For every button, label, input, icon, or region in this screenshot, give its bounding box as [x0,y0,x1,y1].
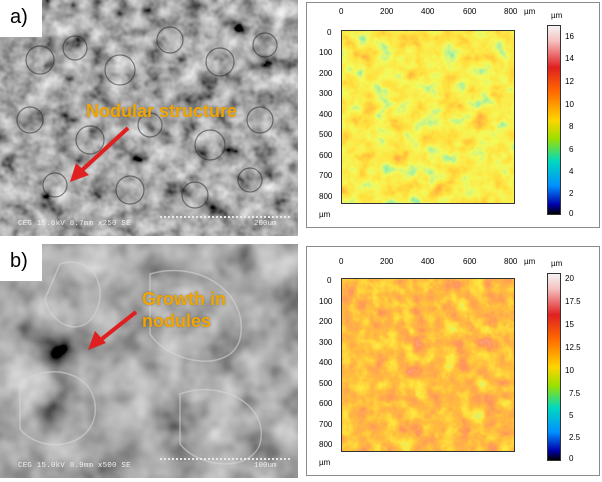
colorbar-tick-label: 12 [565,77,574,86]
y-tick-label: 500 [319,379,333,388]
x-tick-label: 600 [463,257,477,266]
colorbar-tick-label: 17.5 [565,297,581,306]
annotation-growth-in-nodules: Growth in nodules [142,289,226,331]
sem-scalebar-a [160,216,290,220]
y-tick-label: 0 [327,276,332,285]
x-tick-label: 200 [380,7,394,16]
height-map-plot-a [341,30,515,204]
colorbar-tick-label: 4 [569,167,574,176]
colorbar-tick-label: 6 [569,145,574,154]
height-map-a: 0 200 400 600 800 µm 0 100 200 300 400 5… [306,2,600,228]
sem-image-a: a) Nodular structure CEG 15.0kV 8.7mm x2… [0,0,298,236]
sem-scalebar-b [160,458,290,462]
colorbar-tick-label: 16 [565,32,574,41]
colorbar-b [547,273,561,461]
x-tick-label: 200 [380,257,394,266]
y-tick-label: 100 [319,297,333,306]
height-map-surface-a [342,31,514,203]
colorbar-unit-label: µm [551,259,563,268]
colorbar-tick-label: 14 [565,54,574,63]
colorbar-tick-label: 5 [569,411,574,420]
colorbar-tick-label: 7.5 [569,389,581,398]
y-tick-label: 300 [319,338,333,347]
y-tick-label: 700 [319,420,333,429]
x-unit-label: µm [524,257,536,266]
x-tick-label: 0 [339,7,344,16]
y-tick-label: 700 [319,171,333,180]
y-tick-label: 200 [319,317,333,326]
y-tick-label: 600 [319,151,333,160]
x-tick-label: 600 [463,7,477,16]
y-tick-label: 600 [319,399,333,408]
sem-texture-a [0,0,298,236]
sem-image-b: b) Growth in nodules CEG 15.0kV 8.9mm x5… [0,244,298,478]
sem-scale-label-b: 100um [254,462,277,470]
y-tick-label: 0 [327,28,332,37]
colorbar-tick-label: 20 [565,274,574,283]
colorbar-tick-label: 15 [565,320,574,329]
panel-label-b: b) [0,244,42,281]
y-tick-label: 500 [319,130,333,139]
x-tick-label: 0 [339,257,344,266]
colorbar-tick-label: 0 [569,209,574,218]
y-unit-label: µm [319,210,331,219]
y-unit-label: µm [319,458,331,467]
y-tick-label: 400 [319,110,333,119]
colorbar-unit-label: µm [551,11,563,20]
annotation-nodular-structure: Nodular structure [86,101,238,121]
sem-info-b: CEG 15.0kV 8.9mm x500 SE [18,462,131,470]
colorbar-tick-label: 0 [569,454,574,463]
y-tick-label: 800 [319,192,333,201]
y-tick-label: 800 [319,440,333,449]
x-tick-label: 800 [504,7,518,16]
height-map-surface-b [342,279,514,451]
colorbar-a [547,25,561,215]
x-unit-label: µm [524,7,536,16]
x-tick-label: 800 [504,257,518,266]
sem-info-a: CEG 15.0kV 8.7mm x250 SE [18,220,131,228]
x-tick-label: 400 [421,7,435,16]
arrow-icon-a [70,126,130,182]
colorbar-tick-label: 10 [565,100,574,109]
y-tick-label: 200 [319,69,333,78]
sem-scale-label-a: 200um [254,220,277,228]
arrow-icon-b [88,310,138,350]
colorbar-tick-label: 12.5 [565,343,581,352]
colorbar-tick-label: 10 [565,366,574,375]
colorbar-tick-label: 2.5 [569,433,581,442]
colorbar-tick-label: 2 [569,189,574,198]
y-tick-label: 300 [319,89,333,98]
y-tick-label: 400 [319,358,333,367]
sem-texture-b [0,244,298,478]
colorbar-tick-label: 8 [569,122,574,131]
height-map-b: 0 200 400 600 800 µm 0 100 200 300 400 5… [306,246,600,476]
x-tick-label: 400 [421,257,435,266]
height-map-plot-b [341,278,515,452]
y-tick-label: 100 [319,48,333,57]
panel-label-a: a) [0,0,42,37]
